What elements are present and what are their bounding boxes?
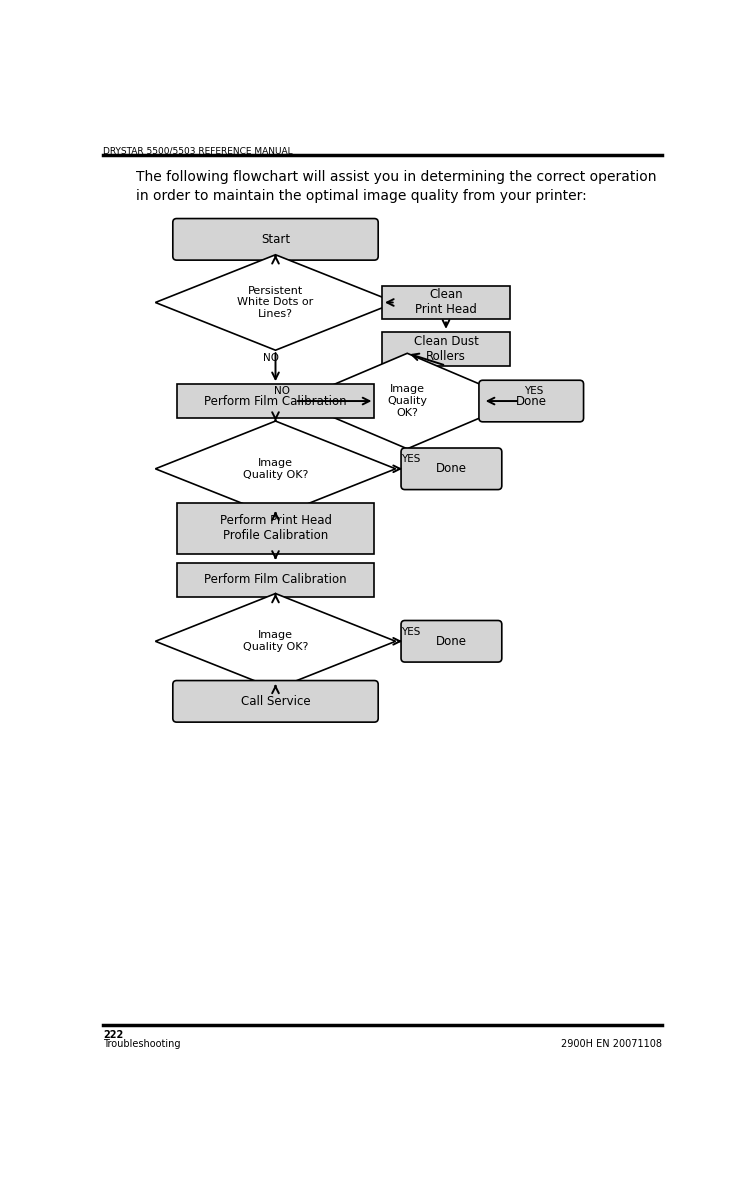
Text: Persistent
White Dots or
Lines?: Persistent White Dots or Lines? — [238, 286, 314, 319]
Text: Done: Done — [515, 395, 547, 408]
Text: Image
Quality OK?: Image Quality OK? — [243, 631, 309, 652]
FancyBboxPatch shape — [401, 620, 502, 662]
Text: 2900H EN 20071108: 2900H EN 20071108 — [561, 1039, 663, 1048]
Text: Done: Done — [436, 463, 467, 476]
Polygon shape — [295, 353, 520, 448]
Text: Call Service: Call Service — [241, 695, 310, 708]
Text: 222: 222 — [103, 1031, 124, 1040]
Bar — [382, 286, 510, 319]
Text: NO: NO — [264, 519, 279, 530]
Text: Troubleshooting: Troubleshooting — [103, 1039, 181, 1048]
Bar — [177, 562, 374, 597]
Text: NO: NO — [274, 387, 291, 396]
Text: Image
Quality OK?: Image Quality OK? — [243, 458, 309, 479]
Text: NO: NO — [264, 693, 279, 702]
Bar — [177, 503, 374, 554]
Polygon shape — [155, 421, 396, 517]
FancyBboxPatch shape — [173, 681, 378, 722]
Text: YES: YES — [401, 454, 421, 464]
Text: YES: YES — [524, 387, 544, 396]
Bar — [177, 384, 374, 417]
Bar — [382, 332, 510, 365]
Text: Done: Done — [436, 635, 467, 648]
Text: Start: Start — [261, 232, 290, 246]
Polygon shape — [155, 255, 396, 350]
Text: DRYSTAR 5500/5503 REFERENCE MANUAL: DRYSTAR 5500/5503 REFERENCE MANUAL — [103, 147, 293, 155]
Text: Clean Dust
Rollers: Clean Dust Rollers — [414, 334, 478, 363]
FancyBboxPatch shape — [401, 448, 502, 490]
Text: Clean
Print Head: Clean Print Head — [415, 288, 477, 317]
Text: Perform Film Calibration: Perform Film Calibration — [204, 573, 347, 586]
Text: The following flowchart will assist you in determining the correct operation: The following flowchart will assist you … — [136, 170, 657, 184]
FancyBboxPatch shape — [173, 218, 378, 260]
Text: YES: YES — [401, 626, 421, 637]
Text: Perform Print Head
Profile Calibration: Perform Print Head Profile Calibration — [220, 514, 332, 542]
Text: in order to maintain the optimal image quality from your printer:: in order to maintain the optimal image q… — [136, 189, 586, 203]
Text: Image
Quality
OK?: Image Quality OK? — [387, 384, 427, 417]
Text: NO: NO — [264, 353, 279, 363]
FancyBboxPatch shape — [479, 381, 583, 422]
Text: Perform Film Calibration: Perform Film Calibration — [204, 395, 347, 408]
Text: YES: YES — [401, 288, 421, 298]
Polygon shape — [155, 593, 396, 689]
